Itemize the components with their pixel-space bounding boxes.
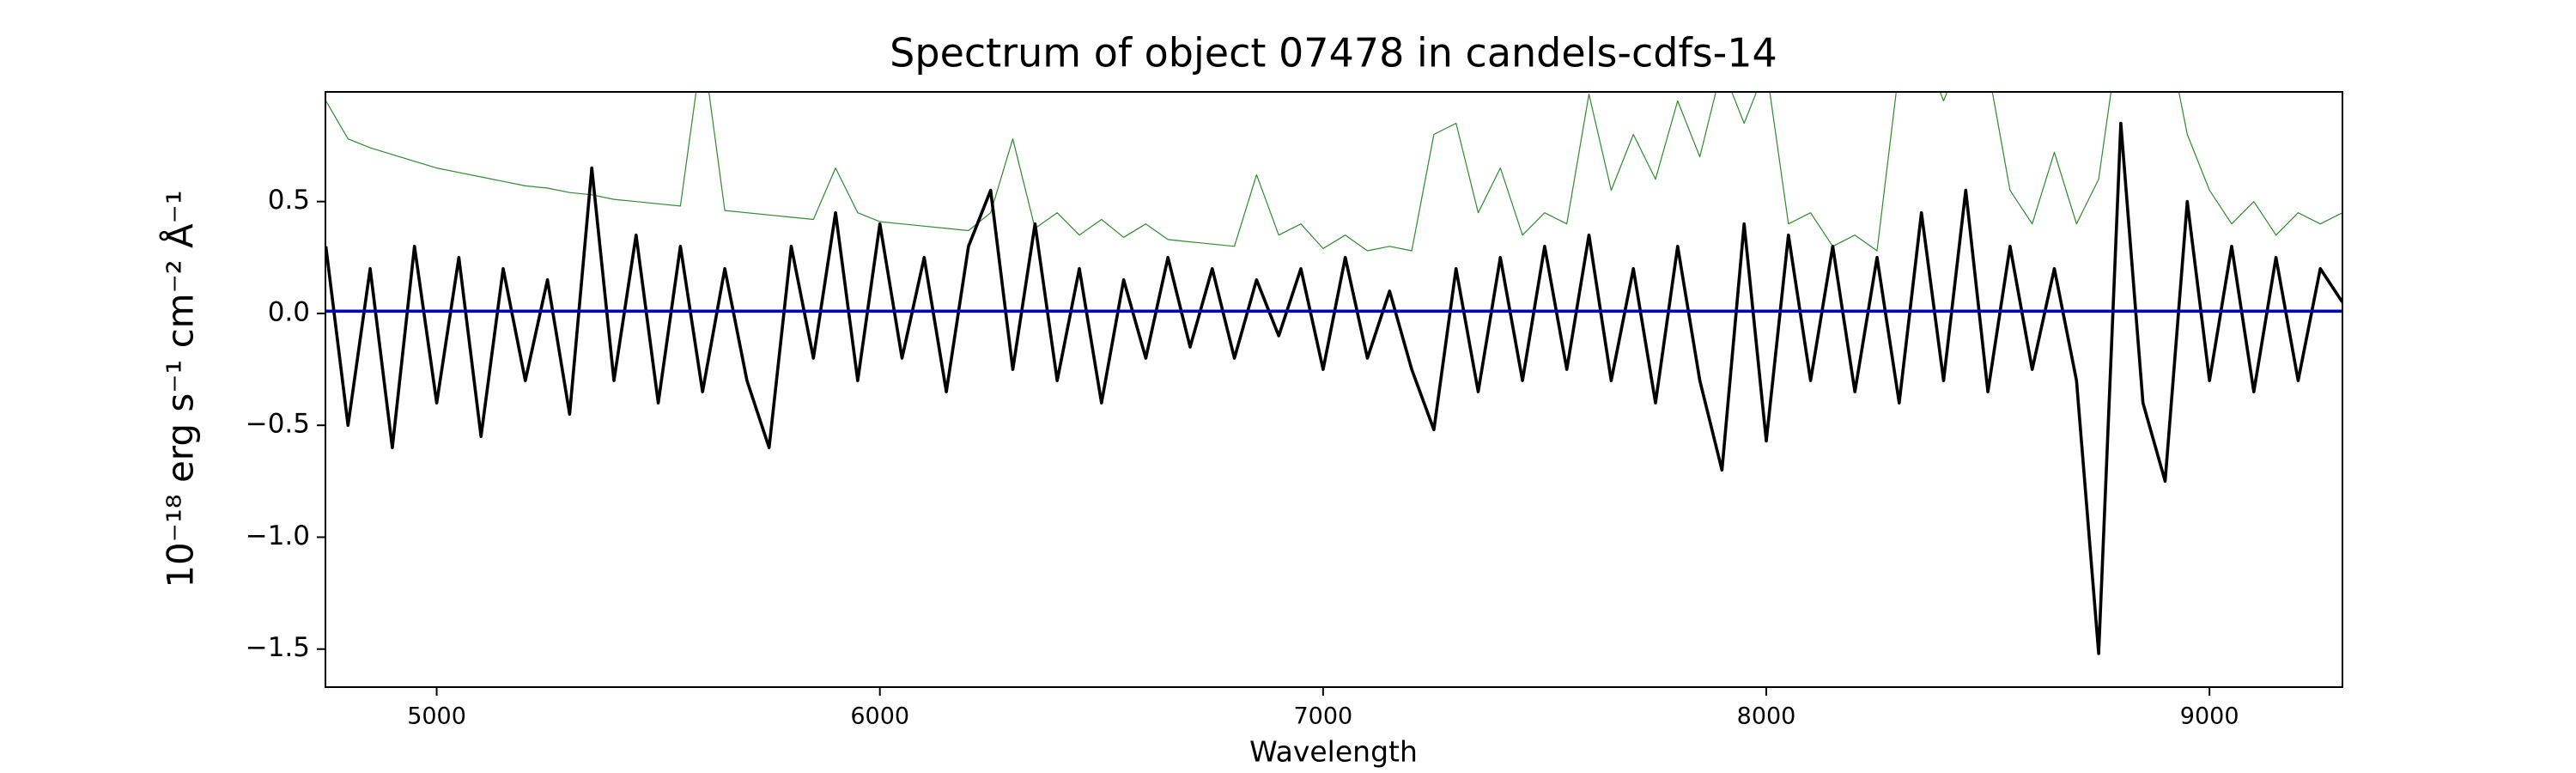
y-tick-label: −1.0 — [246, 520, 310, 551]
x-tick-label: 8000 — [1737, 703, 1796, 730]
x-tick-label: 5000 — [407, 703, 466, 730]
plot-frame — [325, 91, 2343, 688]
spectrum-line — [325, 92, 2342, 252]
spectrum-line — [325, 121, 2342, 655]
x-tick-label: 9000 — [2180, 703, 2239, 730]
y-axis-label: 10⁻¹⁸ erg s⁻¹ cm⁻² Å⁻¹ — [159, 190, 202, 587]
x-tick-label: 6000 — [850, 703, 909, 730]
x-axis-label: Wavelength — [1249, 735, 1418, 769]
y-tick-label: 0.5 — [268, 185, 310, 216]
y-tick-label: −0.5 — [246, 409, 310, 440]
y-tick-label: −1.5 — [246, 632, 310, 663]
y-tick-label: 0.0 — [268, 296, 310, 327]
x-tick-label: 7000 — [1293, 703, 1352, 730]
chart-title: Spectrum of object 07478 in candels-cdfs… — [890, 30, 1777, 76]
plot-area — [325, 92, 2342, 655]
